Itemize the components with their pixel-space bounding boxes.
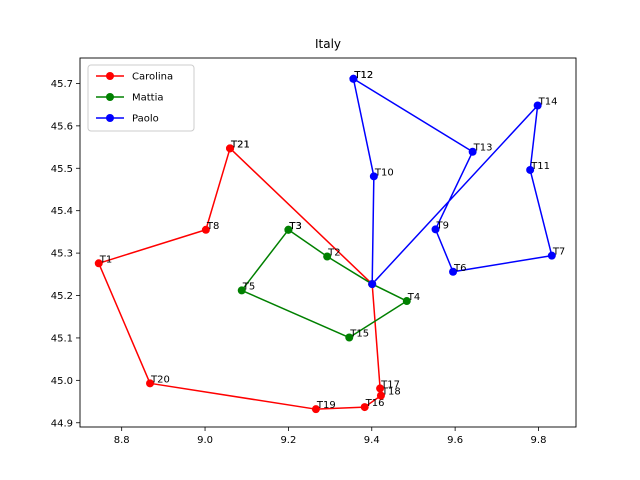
data-point (376, 384, 385, 393)
x-tick-label: 8.8 (114, 435, 130, 446)
point-label: T17 (380, 379, 400, 390)
data-point (146, 379, 155, 388)
x-axis: 8.8 9.0 9.2 9.4 9.6 9.8 (114, 427, 547, 446)
legend-item-mattia: Mattia (96, 93, 164, 104)
data-point (368, 280, 377, 289)
y-tick-label: 45.3 (51, 249, 73, 260)
legend-marker (106, 72, 114, 80)
data-point (323, 252, 332, 261)
series-line (98, 147, 382, 410)
x-tick-label: 9.0 (197, 435, 213, 446)
legend-marker (106, 93, 114, 101)
point-label: T12 (353, 70, 373, 81)
legend: Carolina Mattia Paolo (87, 64, 195, 132)
data-point (237, 286, 246, 295)
data-point (402, 297, 411, 306)
point-label: T18 (381, 387, 401, 398)
data-point (201, 225, 210, 234)
point-label: T11 (530, 161, 550, 172)
data-point (311, 405, 320, 414)
data-point (94, 259, 103, 268)
y-tick-label: 45.2 (51, 291, 73, 302)
y-tick-label: 44.9 (51, 418, 73, 429)
data-point (369, 172, 378, 181)
point-label: T2 (327, 247, 340, 258)
axes-frame (79, 57, 577, 428)
point-label: T21 (230, 139, 250, 150)
data-point (533, 101, 542, 110)
legend-item-carolina: Carolina (96, 72, 173, 83)
y-tick-label: 45.7 (51, 79, 73, 90)
data-point (547, 251, 556, 260)
legend-item-paolo: Paolo (96, 114, 159, 125)
point-label: T3 (288, 221, 301, 232)
point-label: T3 (288, 221, 301, 232)
point-label: T14 (538, 97, 558, 108)
y-tick-label: 45.4 (51, 206, 73, 217)
point-label: T16 (365, 398, 385, 409)
data-point (360, 403, 369, 412)
x-tick-label: 9.6 (447, 435, 463, 446)
series-line (240, 229, 408, 339)
data-point (349, 74, 358, 83)
data-point (526, 165, 535, 174)
data-point (449, 267, 458, 276)
legend-label: Mattia (132, 93, 164, 104)
series-line (352, 78, 553, 285)
point-label: T10 (374, 167, 394, 178)
point-label: T4 (407, 292, 420, 303)
point-label: T5 (242, 281, 255, 292)
y-tick-label: 45.5 (51, 164, 73, 175)
x-tick-label: 9.2 (280, 435, 296, 446)
y-tick-label: 45.1 (51, 333, 73, 344)
point-label: T20 (150, 374, 170, 385)
data-point (345, 333, 354, 342)
legend-label: Carolina (132, 72, 173, 83)
x-tick-label: 9.4 (364, 435, 380, 446)
data-point (226, 144, 235, 153)
point-label: T21 (230, 139, 250, 150)
point-label: T9 (436, 220, 449, 231)
x-tick-label: 9.8 (531, 435, 547, 446)
y-tick-label: 45.6 (51, 121, 73, 132)
point-label: T15 (349, 329, 369, 340)
point-label: T7 (552, 247, 565, 258)
legend-label: Paolo (132, 114, 159, 125)
point-label: T13 (473, 143, 493, 154)
point-label: T12 (353, 70, 373, 81)
legend-box (87, 64, 195, 132)
chart-title: Italy (315, 37, 341, 51)
point-label: T19 (316, 400, 336, 411)
point-label: T8 (206, 221, 219, 232)
data-point (376, 391, 385, 400)
data-point (284, 225, 293, 234)
legend-marker (106, 114, 114, 122)
y-axis: 44.9 45.0 45.1 45.2 45.3 45.4 45.5 45.6 45.7 (51, 79, 80, 429)
point-label: T6 (453, 263, 466, 274)
data-point (468, 147, 477, 156)
y-tick-label: 45.0 (51, 376, 73, 387)
data-point (431, 225, 440, 234)
point-label: T1 (99, 254, 112, 265)
